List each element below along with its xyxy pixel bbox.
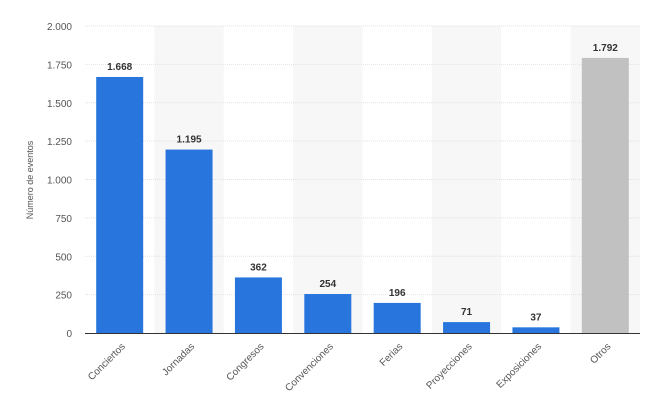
- data-label: 71: [461, 307, 473, 318]
- bar-exposiciones: [512, 327, 560, 333]
- y-tick-label: 1.500: [47, 99, 72, 110]
- data-label: 1.668: [107, 62, 132, 73]
- y-tick-label: 500: [55, 252, 72, 263]
- category-band: [431, 26, 502, 333]
- bar-jornadas: [165, 149, 213, 333]
- y-tick-label: 0: [66, 329, 72, 340]
- y-tick-label: 250: [55, 291, 72, 302]
- y-tick-label: 1.750: [47, 60, 72, 71]
- y-tick-label: 1.000: [47, 176, 72, 187]
- data-label: 1.195: [177, 135, 202, 146]
- bar-ferias: [373, 302, 421, 333]
- x-tick-label: Otros: [588, 341, 613, 366]
- data-label: 196: [389, 288, 406, 299]
- x-tick-label: Convenciones: [283, 341, 336, 394]
- x-tick-label: Ferias: [378, 341, 405, 368]
- x-tick-label: Jornadas: [160, 341, 197, 378]
- y-tick-label: 2.000: [47, 22, 72, 33]
- x-tick-label: Congresos: [225, 341, 267, 383]
- x-tick-label: Proyecciones: [424, 341, 474, 391]
- data-label: 362: [250, 262, 267, 273]
- data-label: 254: [319, 279, 336, 290]
- x-tick-label: Conciertos: [86, 341, 128, 383]
- y-axis-label: Número de eventos: [25, 140, 35, 219]
- bar-convenciones: [304, 294, 352, 333]
- y-tick-label: 750: [55, 214, 72, 225]
- y-tick-label: 1.250: [47, 137, 72, 148]
- bar-proyecciones: [443, 322, 491, 333]
- bar-otros: [581, 57, 629, 333]
- x-tick-label: Exposiciones: [495, 341, 544, 390]
- data-label: 1.792: [593, 43, 618, 54]
- bar-conciertos: [96, 76, 144, 333]
- bar-congresos: [234, 277, 282, 333]
- data-label: 37: [530, 312, 542, 323]
